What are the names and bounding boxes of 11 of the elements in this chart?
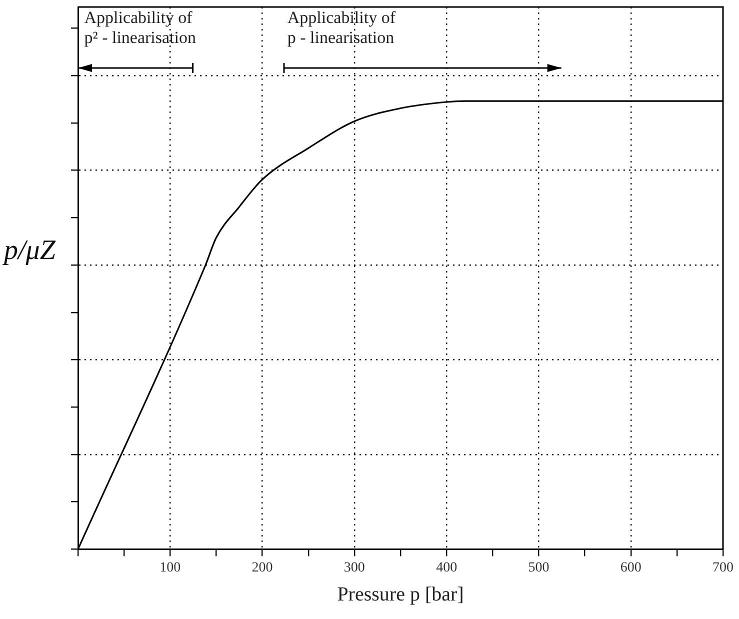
text: Applicability of p² - linearisation bbox=[84, 8, 196, 48]
text: Applicability of p - linearisation bbox=[287, 8, 396, 48]
x-tick-label: 400 bbox=[436, 560, 458, 576]
x-tick-label: 300 bbox=[344, 560, 365, 576]
x-tick-label: 200 bbox=[252, 560, 273, 576]
x-tick-label: 100 bbox=[160, 560, 181, 576]
x-tick-label: 600 bbox=[620, 560, 642, 576]
y-axis-title: p/μZ bbox=[4, 234, 56, 267]
x-axis-title: Pressure p [bar] bbox=[337, 583, 464, 606]
x-tick-label: 700 bbox=[712, 560, 734, 576]
x-tick-label: 500 bbox=[528, 560, 550, 576]
